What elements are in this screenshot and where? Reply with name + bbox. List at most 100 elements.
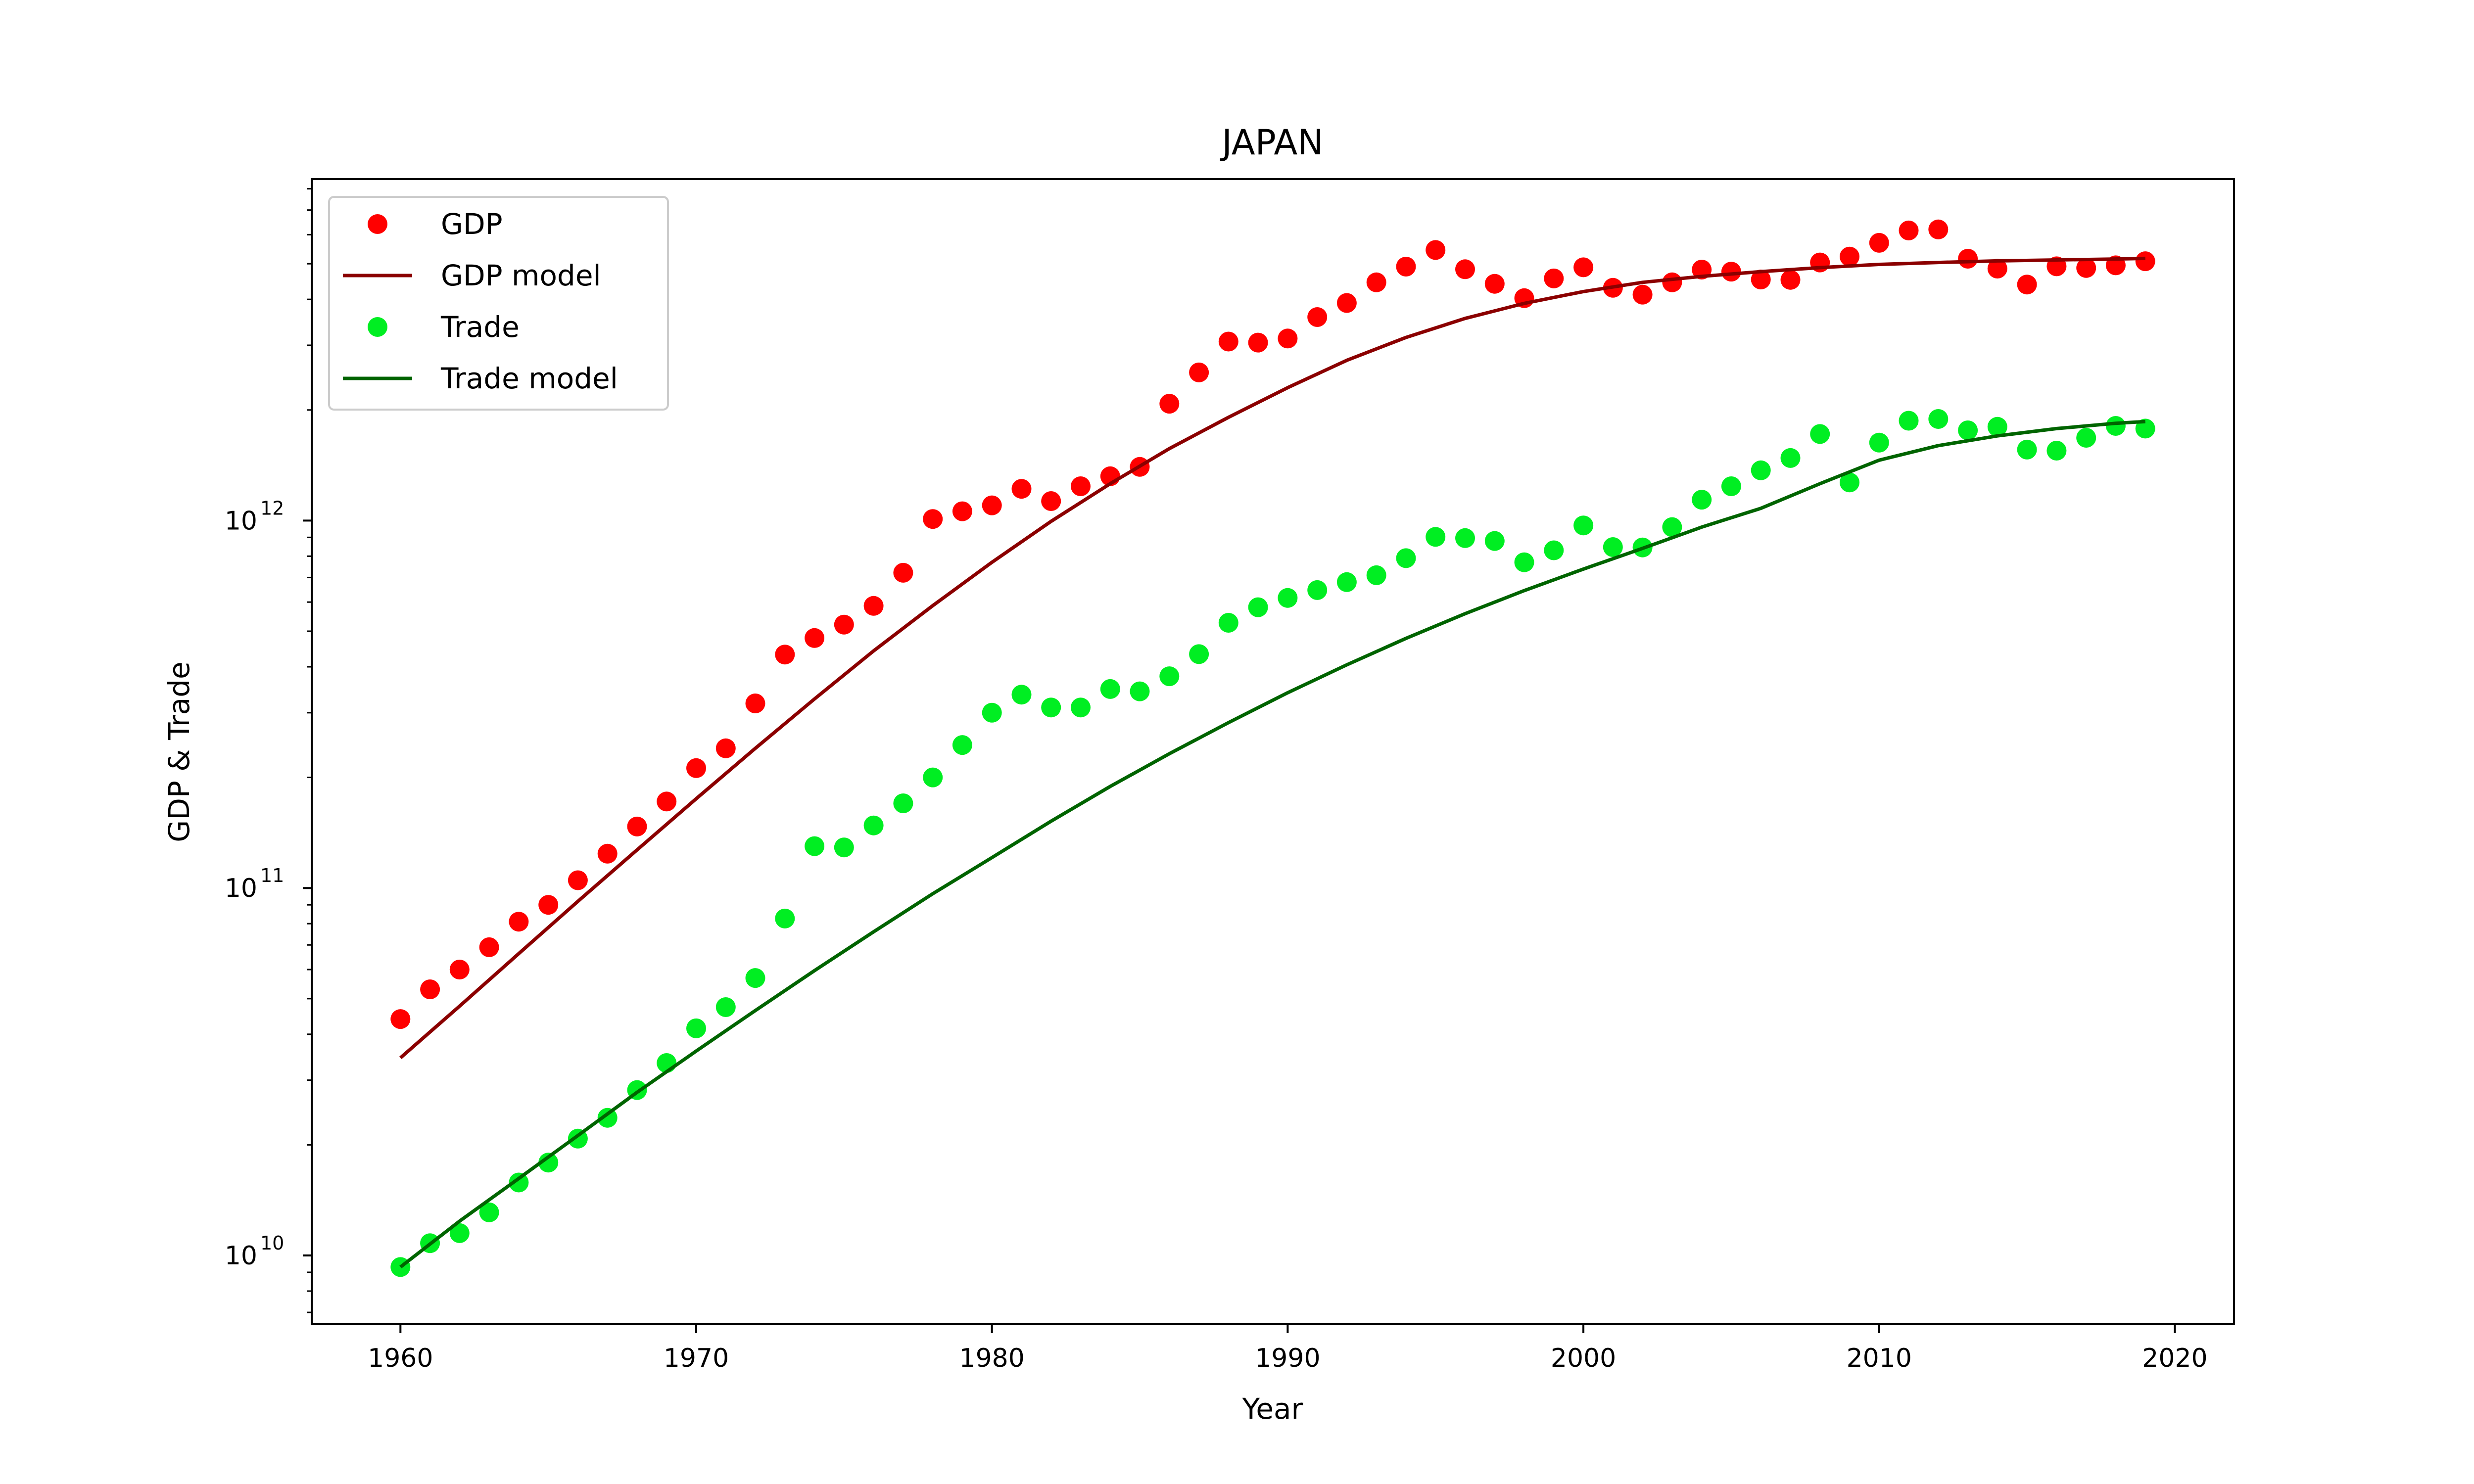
data-point <box>1336 293 1357 313</box>
y-tick-label: 10 <box>225 874 257 903</box>
data-point <box>893 562 913 583</box>
y-tick-exponent: 12 <box>260 497 284 519</box>
data-point <box>1603 537 1623 557</box>
y-tick-label: 10 <box>225 1241 257 1271</box>
data-point <box>745 968 765 988</box>
series-line <box>399 256 2145 1060</box>
legend-item: Trade <box>368 310 520 344</box>
data-point <box>686 758 706 778</box>
plot-frame <box>311 178 2235 1325</box>
data-point <box>1544 540 1564 560</box>
data-point <box>1218 331 1238 352</box>
data-point <box>1041 697 1061 718</box>
data-point <box>1159 394 1180 414</box>
data-point <box>1987 417 2007 437</box>
data-point <box>1662 272 1682 292</box>
data-point <box>1721 262 1741 282</box>
data-point <box>1041 491 1061 511</box>
series-gdp-model <box>399 256 2145 1060</box>
series-line <box>399 419 2145 1269</box>
data-point <box>1810 424 1830 444</box>
y-tick-exponent: 11 <box>260 865 284 886</box>
data-point <box>1751 270 1771 289</box>
data-point <box>923 767 943 788</box>
data-point <box>390 1009 411 1029</box>
data-point <box>1928 219 1949 239</box>
data-point <box>479 1202 499 1222</box>
data-point <box>923 509 943 529</box>
data-point <box>1455 528 1475 548</box>
data-point <box>1692 490 1712 510</box>
data-point <box>952 501 972 521</box>
x-tick-label: 1960 <box>368 1344 433 1373</box>
data-point <box>1573 257 1594 278</box>
data-point <box>1632 284 1653 305</box>
legend-item: GDP <box>368 207 503 241</box>
data-point <box>657 791 677 812</box>
data-point <box>1396 548 1416 568</box>
data-point <box>805 836 825 856</box>
data-point <box>1426 240 1446 260</box>
data-point <box>479 937 499 957</box>
data-point <box>1278 328 1298 349</box>
data-point <box>1100 679 1120 699</box>
data-point <box>1071 476 1091 496</box>
data-point <box>745 694 765 713</box>
data-point <box>1011 479 1032 499</box>
data-point <box>1958 420 1978 440</box>
y-axis-label: GDP & Trade <box>162 661 196 842</box>
data-point <box>805 628 825 648</box>
data-point <box>2135 251 2155 272</box>
data-point <box>2105 416 2126 436</box>
x-tick-label: 2000 <box>1551 1344 1616 1373</box>
data-point <box>1899 411 1919 431</box>
data-point <box>1011 685 1032 705</box>
data-point <box>1987 259 2007 278</box>
data-point <box>893 793 913 813</box>
legend: GDP GDP model Trade Trade model <box>328 196 669 411</box>
data-point <box>2135 418 2155 439</box>
data-point <box>775 645 795 665</box>
data-point <box>1248 332 1268 353</box>
data-point <box>509 1172 529 1193</box>
data-point <box>2046 441 2067 461</box>
data-point <box>1544 268 1564 288</box>
data-point <box>1869 432 1889 453</box>
data-point <box>1780 270 1801 290</box>
data-point <box>597 1108 618 1128</box>
data-point <box>2076 258 2096 278</box>
data-point <box>1721 476 1741 496</box>
data-point <box>538 1153 559 1173</box>
data-point <box>1899 220 1919 240</box>
data-point <box>2017 439 2037 460</box>
data-point <box>1278 588 1298 608</box>
data-point <box>627 816 647 836</box>
data-point <box>834 837 854 858</box>
legend-item: GDP model <box>343 259 601 292</box>
data-point <box>2017 275 2037 295</box>
x-tick-label: 1980 <box>959 1344 1025 1373</box>
data-point <box>1869 232 1889 253</box>
x-axis-label: Year <box>1242 1392 1303 1426</box>
data-point <box>538 895 559 915</box>
data-point <box>1396 257 1416 277</box>
legend-label: GDP model <box>441 259 601 292</box>
legend-item: Trade model <box>343 362 618 395</box>
legend-swatch <box>368 317 387 337</box>
data-point <box>568 870 588 890</box>
data-point <box>952 735 972 755</box>
data-point <box>1218 613 1238 633</box>
data-point <box>775 908 795 928</box>
x-tick-label: 2010 <box>1847 1344 1912 1373</box>
data-point <box>2076 428 2096 448</box>
data-point <box>1189 644 1209 664</box>
legend-label: Trade model <box>440 362 618 395</box>
data-point <box>1336 572 1357 592</box>
data-point <box>715 997 736 1017</box>
data-point <box>1484 274 1505 294</box>
data-point <box>715 738 736 758</box>
data-point <box>1751 460 1771 480</box>
data-point <box>863 596 884 616</box>
